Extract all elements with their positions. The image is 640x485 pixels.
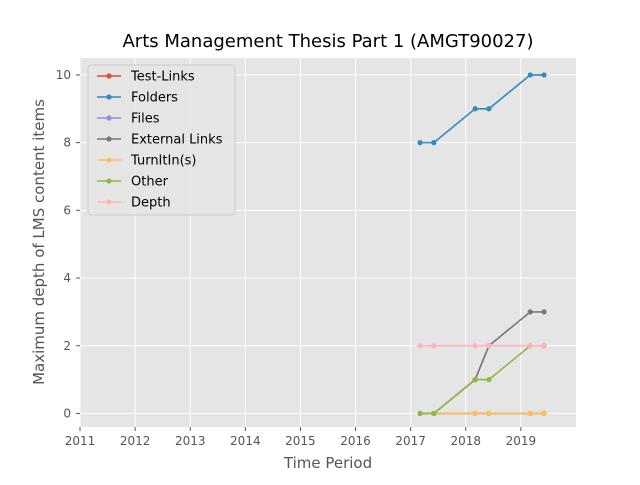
data-point: [472, 106, 478, 112]
data-point: [527, 343, 533, 349]
data-point: [527, 309, 533, 315]
data-point: [472, 410, 478, 417]
series-lines: [417, 72, 547, 417]
data-point: [417, 410, 423, 417]
x-tick-label: 2014: [230, 434, 261, 448]
legend-entry-label: Files: [131, 112, 160, 127]
data-point: [527, 410, 533, 417]
data-point: [431, 343, 437, 349]
data-point: [486, 106, 492, 112]
chart-title: Arts Management Thesis Part 1 (AMGT90027…: [122, 31, 534, 52]
y-tick-label: 4: [63, 271, 71, 285]
x-axis-label: Time Period: [283, 454, 372, 472]
legend-swatch-marker: [106, 199, 112, 205]
x-tick-label: 2019: [506, 434, 537, 448]
data-point: [472, 377, 478, 383]
x-tick-label: 2015: [285, 434, 316, 448]
legend-entry-label: Depth: [131, 196, 171, 211]
legend: Test-Links Folders Files External Links Turn…: [87, 64, 236, 216]
data-point: [541, 343, 547, 349]
y-tick-label: 10: [56, 68, 71, 82]
y-tick-label: 2: [63, 339, 71, 353]
legend-entry-label: Test-Links: [130, 70, 195, 85]
data-point: [541, 309, 547, 315]
x-tick-labels: 2011 2012 2013 2014 2015 2016 2017 2018 2019: [65, 427, 536, 448]
y-tick-labels: 0 2 4 6 8 10: [56, 68, 80, 420]
data-point: [486, 410, 492, 417]
x-tick-label: 2017: [395, 434, 426, 448]
legend-entry-label: External Links: [131, 133, 223, 148]
x-tick-label: 2018: [451, 434, 482, 448]
data-point: [417, 140, 423, 146]
data-point: [431, 140, 437, 146]
data-point: [486, 377, 492, 383]
x-tick-label: 2013: [175, 434, 206, 448]
data-point: [431, 410, 437, 417]
data-point: [541, 72, 547, 78]
legend-swatch-marker: [106, 94, 112, 100]
legend-swatch-marker: [106, 73, 112, 79]
x-tick-label: 2012: [120, 434, 151, 448]
data-point: [541, 410, 547, 417]
y-tick-label: 0: [63, 406, 71, 420]
data-point: [527, 72, 533, 78]
legend-entry-label: Folders: [131, 91, 178, 106]
legend-swatch-marker: [106, 136, 112, 142]
data-point: [417, 343, 423, 349]
legend-entry-label: Other: [131, 175, 169, 190]
legend-box: [87, 64, 236, 216]
legend-swatch-marker: [106, 157, 112, 163]
x-tick-label: 2011: [65, 434, 96, 448]
legend-swatch-marker: [106, 115, 112, 121]
y-tick-label: 6: [63, 203, 71, 217]
legend-swatch-marker: [106, 178, 112, 184]
data-point: [472, 343, 478, 349]
y-tick-label: 8: [63, 136, 71, 150]
legend-entry-label: TurnItIn(s): [130, 154, 196, 169]
data-point: [486, 343, 492, 349]
x-tick-label: 2016: [340, 434, 371, 448]
y-axis-label: Maximum depth of LMS content items: [30, 99, 48, 385]
